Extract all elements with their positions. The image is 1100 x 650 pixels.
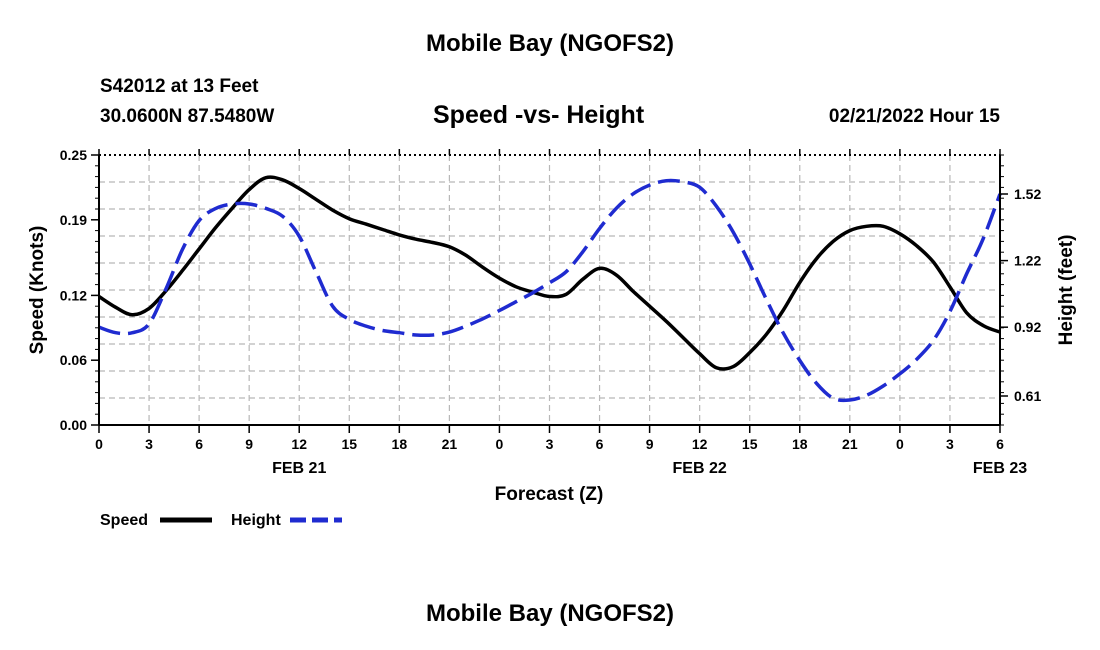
chart-title: Mobile Bay (NGOFS2) (425, 30, 675, 57)
series-line-height (98, 178, 1002, 403)
x-tick-label: 12 (692, 436, 708, 452)
x-tick-label: 21 (442, 436, 458, 452)
y-right-tick-label: 0.92 (1014, 319, 1041, 335)
x-tick-label: 9 (245, 436, 253, 452)
x-tick-label: 3 (145, 436, 153, 452)
grid-lines (99, 155, 1000, 425)
y-axis-left-title: Speed (Knots) (27, 226, 48, 355)
y-right-tick-label: 0.61 (1014, 388, 1041, 404)
x-tick-label: 0 (496, 436, 504, 452)
station-label: S42012 at 13 Feet (100, 76, 259, 97)
x-tick-label: 6 (996, 436, 1004, 452)
series-lines (98, 175, 1002, 403)
x-tick-label: 12 (291, 436, 307, 452)
legend: Speed Height (100, 512, 342, 529)
y-left-tick-label: 0.25 (60, 147, 87, 163)
x-tick-label: 6 (596, 436, 604, 452)
y-left-tick-label: 0.19 (60, 212, 87, 228)
legend-speed-label: Speed (100, 512, 148, 529)
x-tick-label: 15 (341, 436, 357, 452)
series-line-speed (98, 175, 1001, 371)
x-tick-label: 0 (95, 436, 103, 452)
forecast-datetime: 02/21/2022 Hour 15 (828, 106, 1000, 127)
x-tick-label: 9 (646, 436, 654, 452)
x-tick-label: 6 (195, 436, 203, 452)
y-left-tick-label: 0.00 (60, 417, 87, 433)
footer-title: Mobile Bay (NGOFS2) (425, 600, 675, 627)
x-tick-label: 3 (946, 436, 954, 452)
legend-height-label: Height (231, 512, 281, 529)
chart-subtitle: Speed -vs- Height (433, 101, 645, 129)
y-right-tick-label: 1.52 (1014, 186, 1041, 202)
speed-height-chart: 0 3 6 9 12 15 18 21 0 3 6 9 12 15 18 21 0 3 6 0.00 0.06 0.12 0… (27, 147, 1077, 529)
x-tick-label: 18 (792, 436, 808, 452)
date-label: FEB 21 (272, 460, 326, 477)
x-tick-label: 15 (742, 436, 758, 452)
y-left-tick-label: 0.12 (60, 287, 87, 303)
x-tick-label: 0 (896, 436, 904, 452)
date-label: FEB 22 (673, 460, 727, 477)
x-axis-title: Forecast (Z) (495, 484, 604, 505)
y-left-tick-label: 0.06 (60, 352, 87, 368)
date-label: FEB 23 (973, 460, 1027, 477)
y-right-tick-label: 1.22 (1014, 253, 1041, 269)
x-tick-label: 3 (546, 436, 554, 452)
x-tick-label: 18 (392, 436, 408, 452)
axis-ticks: 0 3 6 9 12 15 18 21 0 3 6 9 12 15 18 21 0 3 6 0.00 0.06 0.12 0… (60, 147, 1042, 477)
coordinates-label: 30.0600N 87.5480W (100, 106, 275, 127)
x-tick-label: 21 (842, 436, 858, 452)
y-axis-right-title: Height (feet) (1056, 235, 1077, 346)
